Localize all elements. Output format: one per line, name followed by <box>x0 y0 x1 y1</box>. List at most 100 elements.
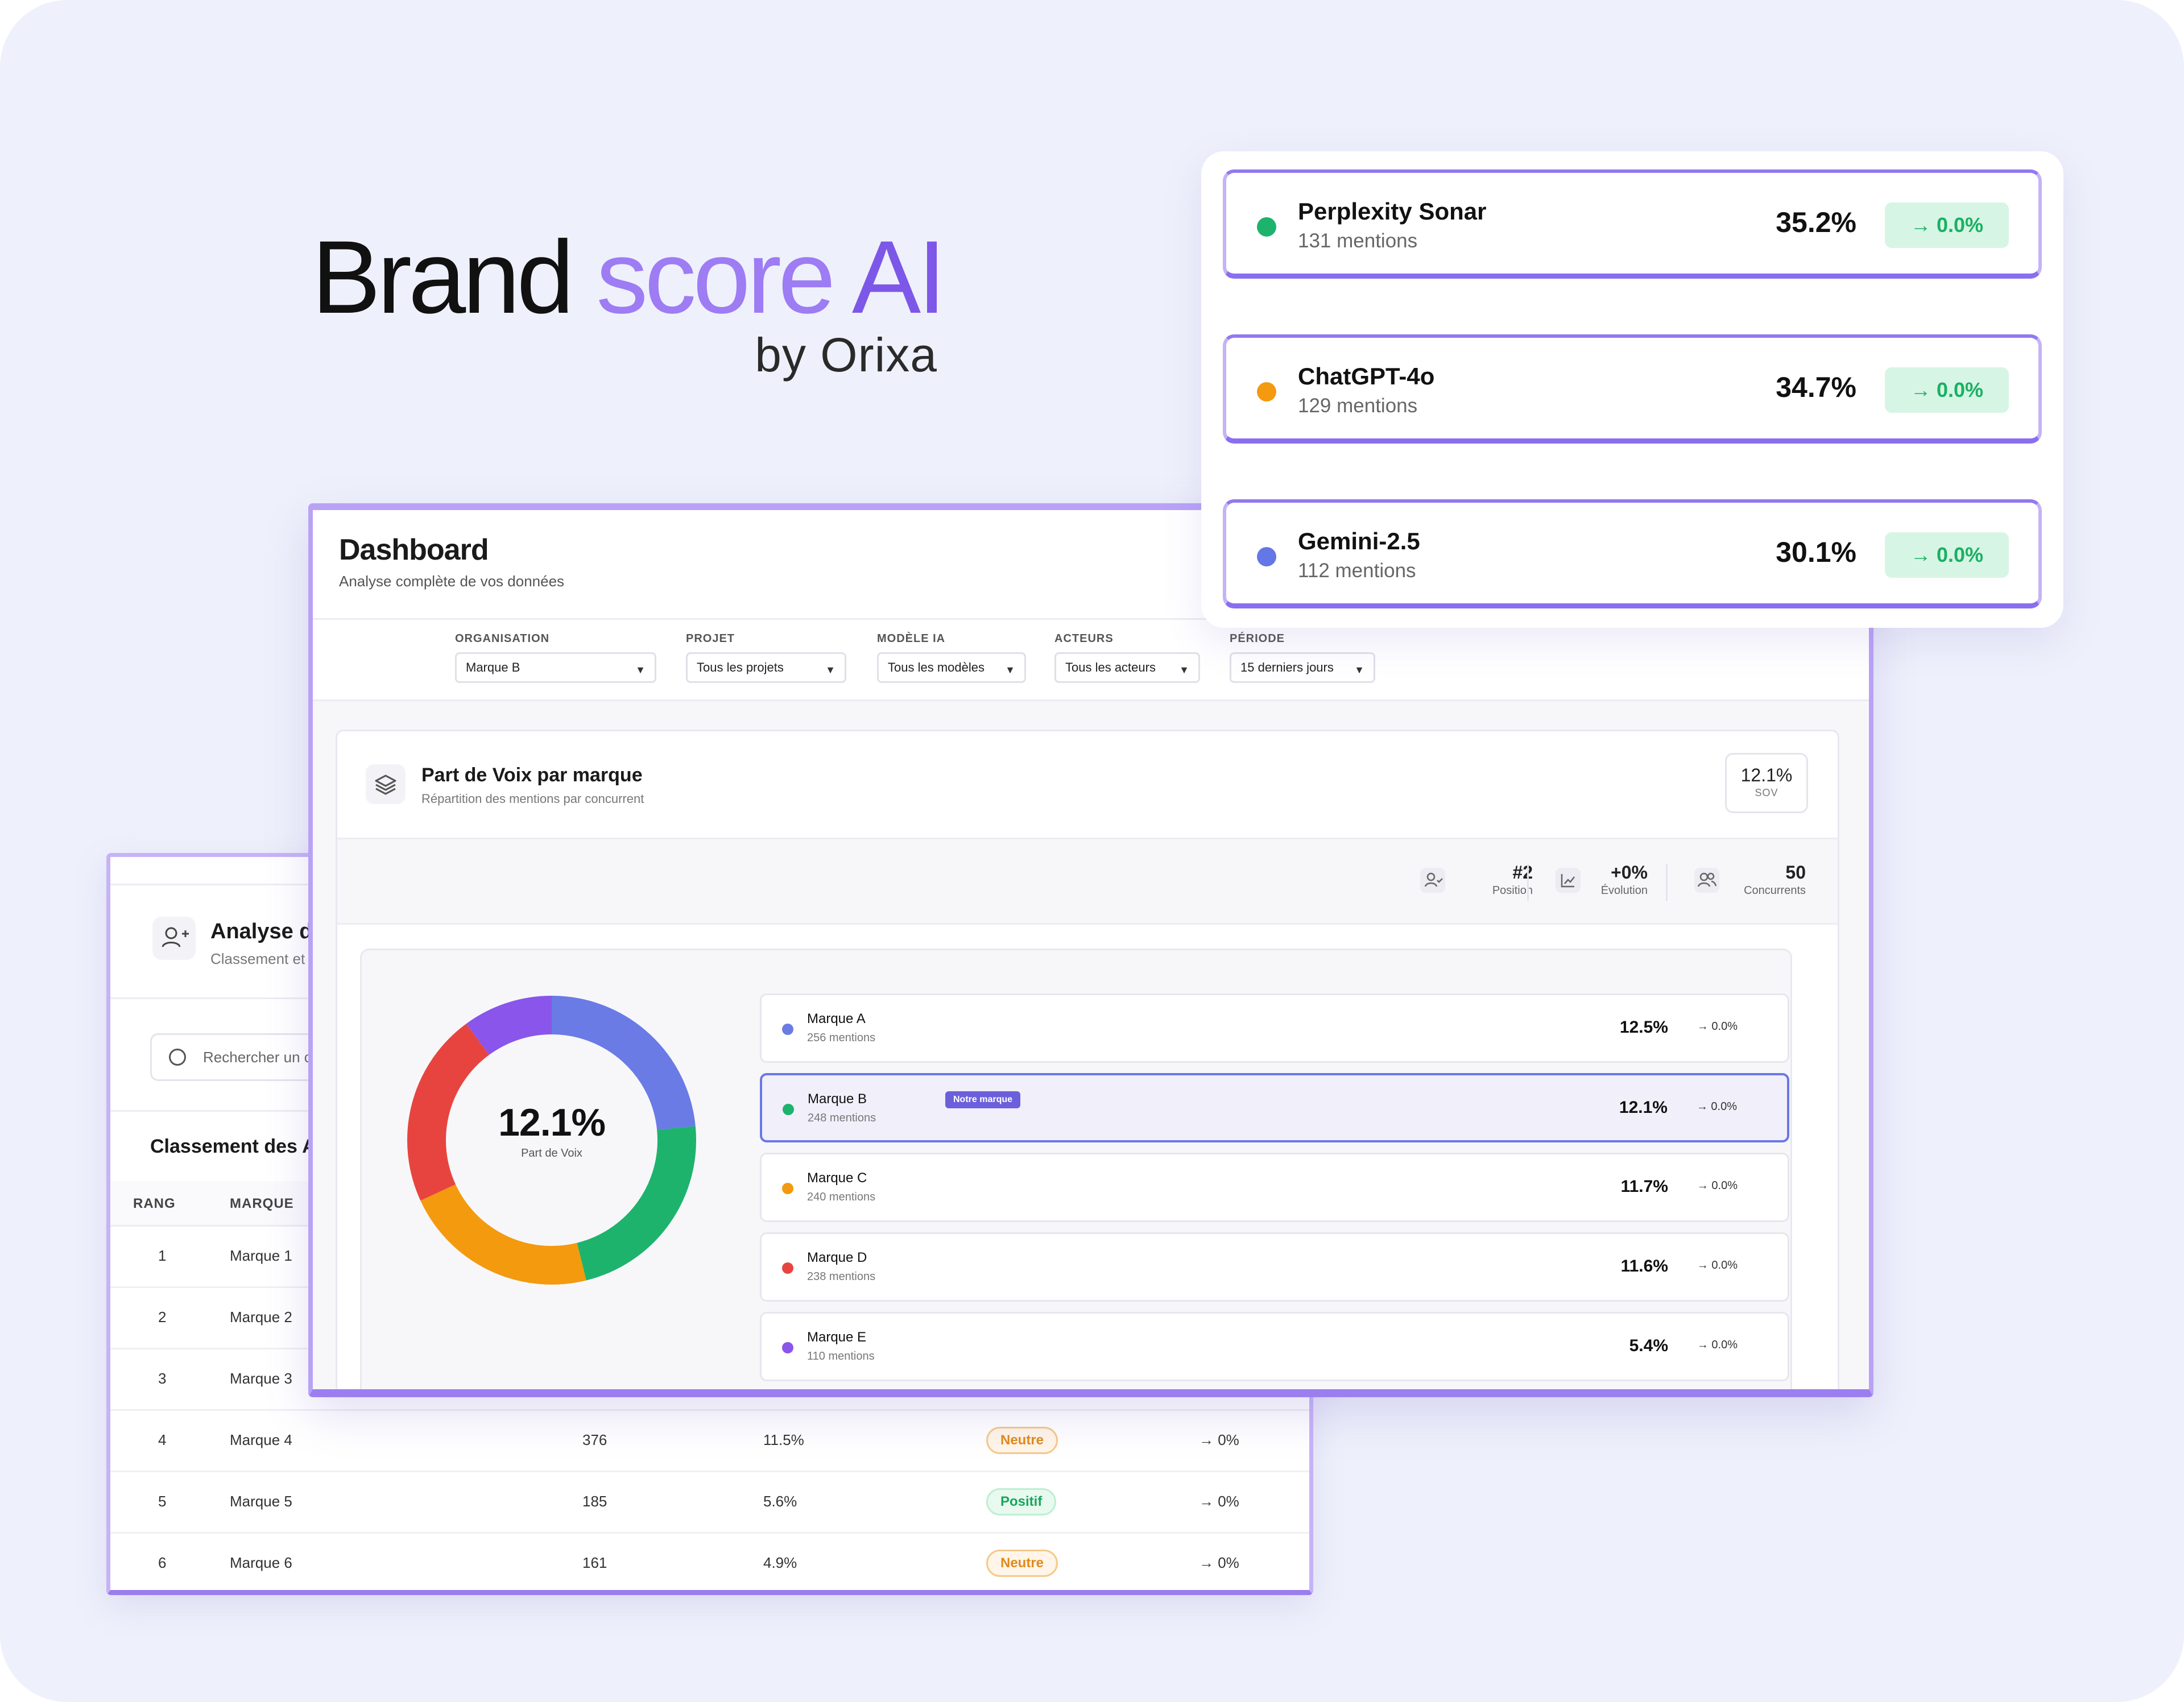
donut-center-value: 12.1% <box>498 1101 606 1144</box>
sov-summary-label: SOV <box>1755 787 1778 798</box>
filter-acteurs: ACTEURS Tous les acteurs ▼ <box>1054 632 1200 683</box>
competitor-card-subtitle: Classement et <box>210 950 305 967</box>
periode-select[interactable]: 15 derniers jours ▼ <box>1230 652 1375 683</box>
column-header-brand: MARQUE <box>230 1196 294 1211</box>
mentions-cell: 161 <box>582 1554 607 1571</box>
table-row[interactable]: 3 Marque 3 <box>110 1349 1309 1411</box>
stat-divider <box>1666 864 1668 901</box>
acteurs-select[interactable]: Tous les acteurs ▼ <box>1054 652 1200 683</box>
donut-center: 12.1% Part de Voix <box>404 1100 700 1160</box>
sov-chart-panel: 12.1% Part de Voix Marque A 256 mentions 1… <box>360 949 1792 1389</box>
chevron-down-icon: ▼ <box>635 664 646 676</box>
stat-value: +0% <box>1611 862 1648 883</box>
brand-delta: → 0.0% <box>1697 1259 1738 1272</box>
brand-row[interactable]: Marque A 256 mentions 12.5% → 0.0% <box>760 993 1789 1063</box>
dashboard-body: Part de Voix par marque Répartition des … <box>313 701 1869 1389</box>
brand-mentions: 256 mentions <box>807 1032 876 1044</box>
brand-cell: Marque 6 <box>230 1554 292 1571</box>
brand-name: Marque D <box>807 1250 867 1265</box>
brand-delta: → 0.0% <box>1697 1179 1738 1192</box>
donut-slice-marque-a[interactable] <box>551 996 696 1130</box>
model-delta-badge: → 0.0% <box>1885 367 2009 413</box>
layers-icon <box>366 764 406 804</box>
sov-subtitle: Répartition des mentions par concurrent <box>421 792 644 806</box>
page-title: Dashboard <box>339 533 489 566</box>
filter-modele-ia: MODÈLE IA Tous les modèles ▼ <box>877 632 1026 683</box>
stat-position: #2 Position <box>1492 862 1533 897</box>
model-percent: 34.7% <box>1776 371 1856 403</box>
projet-select[interactable]: Tous les projets ▼ <box>686 652 846 683</box>
logo-wordmark: Brand score AI <box>312 223 946 331</box>
brand-row[interactable]: Marque D 238 mentions 11.6% → 0.0% <box>760 1232 1789 1302</box>
table-row[interactable]: 5 Marque 5 185 5.6% Positif → 0% <box>110 1472 1309 1534</box>
ranking-section-title: Classement des A <box>150 1136 316 1157</box>
logo-word-score: score <box>596 219 835 335</box>
model-percent: 35.2% <box>1776 206 1856 238</box>
brand-percent: 12.1% <box>1619 1098 1668 1117</box>
filter-organisation: ORGANISATION Marque B ▼ <box>455 632 656 683</box>
donut-slice-marque-e[interactable] <box>466 996 552 1055</box>
brand-mentions: 248 mentions <box>808 1112 876 1124</box>
brand-cell: Marque 4 <box>230 1431 292 1448</box>
sov-summary-badge: 12.1% SOV <box>1725 753 1808 813</box>
logo-byline: by Orixa <box>755 328 937 382</box>
brand-delta: → 0.0% <box>1697 1339 1738 1351</box>
logo-word-ai: AI <box>851 219 946 335</box>
select-value: Tous les modèles <box>888 660 985 674</box>
model-name: Perplexity Sonar <box>1298 198 1487 225</box>
chevron-down-icon: ▼ <box>1354 664 1364 676</box>
brand-mentions: 238 mentions <box>807 1270 876 1283</box>
table-row[interactable]: 6 Marque 6 161 4.9% Neutre → 0% <box>110 1534 1309 1590</box>
model-mentions: 112 mentions <box>1298 560 1416 582</box>
rank-cell: 6 <box>158 1554 167 1571</box>
filter-label: PROJET <box>686 632 735 645</box>
brand-color-dot <box>782 1024 793 1035</box>
rank-cell: 3 <box>158 1370 167 1387</box>
sentiment-badge: Positif <box>986 1488 1057 1515</box>
brand-cell: Marque 3 <box>230 1370 292 1387</box>
brand-cell: Marque 1 <box>230 1247 292 1264</box>
model-row[interactable]: Perplexity Sonar 131 mentions 35.2% → 0.0% <box>1223 169 2042 279</box>
brand-row[interactable]: Marque E 110 mentions 5.4% → 0.0% <box>760 1312 1789 1381</box>
stat-value: 50 <box>1785 862 1806 883</box>
brand-row[interactable]: Marque C 240 mentions 11.7% → 0.0% <box>760 1153 1789 1222</box>
sentiment-badge: Neutre <box>986 1427 1058 1454</box>
filter-label: ACTEURS <box>1054 632 1114 645</box>
search-icon <box>169 1049 186 1066</box>
share-cell: 11.5% <box>763 1431 804 1448</box>
brand-color-dot <box>782 1183 793 1194</box>
share-cell: 4.9% <box>763 1554 797 1571</box>
share-of-voice-donut: 12.1% Part de Voix <box>404 992 700 1288</box>
model-mentions: 131 mentions <box>1298 230 1418 252</box>
brand-color-dot <box>782 1262 793 1274</box>
donut-slice-marque-d[interactable] <box>407 1024 490 1201</box>
column-header-rank: RANG <box>133 1196 176 1211</box>
modele-ia-select[interactable]: Tous les modèles ▼ <box>877 652 1026 683</box>
brand-color-dot <box>782 1342 793 1353</box>
stat-evolution: +0% Évolution <box>1601 862 1648 897</box>
rank-cell: 1 <box>158 1247 167 1264</box>
dashboard-card: Dashboard Analyse complète de vos donnée… <box>308 503 1873 1397</box>
brand-percent: 12.5% <box>1619 1018 1668 1037</box>
logo-word-brand: Brand <box>312 219 574 335</box>
brand-row[interactable]: Marque B 248 mentions Notre marque 12.1% → 0… <box>760 1073 1789 1142</box>
stat-label: Position <box>1492 884 1533 897</box>
donut-slice-marque-c[interactable] <box>420 1184 586 1285</box>
model-name: Gemini-2.5 <box>1298 528 1420 554</box>
stat-divider <box>1527 864 1529 901</box>
table-row[interactable]: 4 Marque 4 376 11.5% Neutre → 0% <box>110 1411 1309 1472</box>
chevron-down-icon: ▼ <box>1179 664 1189 676</box>
donut-slice-marque-b[interactable] <box>576 1126 696 1281</box>
model-row[interactable]: Gemini-2.5 112 mentions 30.1% → 0.0% <box>1223 499 2042 608</box>
organisation-select[interactable]: Marque B ▼ <box>455 652 656 683</box>
chevron-down-icon: ▼ <box>825 664 835 676</box>
filters-bar: ORGANISATION Marque B ▼ PROJET Tous les … <box>313 618 1869 701</box>
filter-label: MODÈLE IA <box>877 632 946 645</box>
trend-cell: → 0% <box>1199 1493 1239 1510</box>
filter-projet: PROJET Tous les projets ▼ <box>686 632 846 683</box>
share-of-voice-panel: Part de Voix par marque Répartition des … <box>336 730 1839 1389</box>
model-color-dot <box>1257 382 1276 401</box>
rank-cell: 5 <box>158 1493 167 1510</box>
model-row[interactable]: ChatGPT-4o 129 mentions 34.7% → 0.0% <box>1223 334 2042 444</box>
sov-header: Part de Voix par marque Répartition des … <box>337 731 1838 839</box>
